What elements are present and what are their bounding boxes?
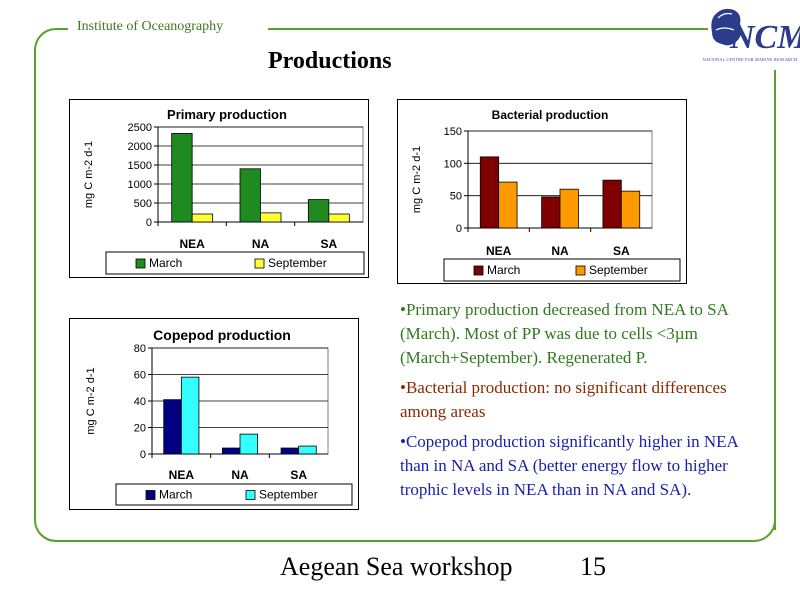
y-tick-label: 1500 — [128, 160, 152, 172]
y-tick-label: 1000 — [128, 179, 152, 191]
y-tick-label: 0 — [146, 217, 152, 229]
logo-text: NCMR — [729, 19, 800, 56]
y-tick-label: 150 — [444, 126, 462, 138]
legend-box — [443, 258, 681, 282]
bar-september-sa — [620, 190, 641, 229]
y-tick-label: 2500 — [128, 122, 152, 134]
y-axis-label: mg C m-2 d-1 — [411, 146, 423, 213]
logo-subtext: NATIONAL CENTRE FOR MARINE RESEARCH — [702, 57, 798, 62]
y-tick-label: 2000 — [128, 141, 152, 153]
category-label: NA — [551, 244, 569, 258]
legend-label-march: March — [159, 488, 192, 502]
frame-line-right — [774, 70, 776, 530]
y-tick-label: 50 — [450, 191, 462, 203]
legend-box — [105, 251, 365, 275]
chart-title: Primary production — [167, 107, 287, 122]
page-title: Productions — [268, 48, 392, 74]
bar-september-na — [559, 188, 579, 229]
legend-label-march: March — [487, 263, 520, 277]
bullet-bacterial-production: •Bacterial production: no significant di… — [400, 378, 727, 421]
bar-march-sa — [602, 179, 622, 229]
frame-line-left — [34, 60, 36, 520]
category-label: SA — [320, 237, 337, 251]
legend-label-september: September — [268, 256, 327, 270]
y-tick-label: 0 — [140, 449, 146, 461]
legend-label-september: September — [259, 488, 318, 502]
legend-swatch-september — [575, 265, 586, 276]
bar-march-nea — [163, 399, 182, 455]
legend-swatch-march — [145, 490, 156, 500]
legend-label-september: September — [589, 263, 648, 277]
y-axis-label: mg C m-2 d-1 — [83, 141, 95, 208]
bar-september-sa — [298, 445, 317, 455]
y-tick-label: 60 — [134, 370, 146, 382]
y-tick-label: 100 — [444, 158, 462, 170]
y-tick-label: 0 — [456, 223, 462, 235]
primary-production-chart: Primary production 0 500 1000 1500 2000 2500 mg… — [69, 99, 369, 278]
bar-september-na — [260, 212, 282, 223]
category-label: SA — [290, 468, 307, 482]
y-tick-label: 80 — [134, 343, 146, 355]
legend-swatch-september — [245, 490, 256, 500]
bar-march-na — [239, 168, 261, 223]
category-label: NEA — [179, 237, 205, 251]
bar-march-na — [221, 447, 241, 455]
bar-march-na — [541, 196, 561, 229]
legend-label-march: March — [149, 256, 182, 270]
legend-swatch-march — [473, 265, 484, 276]
footer-title: Aegean Sea workshop — [280, 552, 513, 581]
category-label: NEA — [169, 468, 195, 482]
bar-september-na — [239, 433, 259, 455]
bullet-list: •Primary production decreased from NEA t… — [400, 298, 765, 508]
legend-swatch-march — [135, 258, 146, 269]
y-tick-label: 500 — [134, 198, 152, 210]
chart-title: Copepod production — [153, 327, 291, 343]
frame-corner-bottom-left — [34, 505, 64, 542]
bacterial-production-chart: Bacterial production 0 50 100 150 mg C m-2 d-… — [397, 99, 687, 284]
bullet-copepod-production: •Copepod production significantly higher… — [400, 432, 738, 499]
copepod-production-chart: Copepod production 0 20 40 60 80 mg C m-2 d-1 N… — [69, 318, 359, 510]
y-tick-label: 40 — [134, 396, 146, 408]
bar-september-nea — [498, 181, 518, 229]
frame-line-bottom — [34, 500, 776, 542]
bullet-primary-production: •Primary production decreased from NEA t… — [400, 300, 728, 367]
page-number: 15 — [580, 552, 606, 581]
bar-march-nea — [479, 156, 500, 229]
primary-production-svg: Primary production 0 500 1000 1500 2000 2500 mg… — [83, 107, 365, 275]
bacterial-production-svg: Bacterial production 0 50 100 150 mg C m-2 d-… — [411, 108, 681, 282]
bar-september-sa — [328, 213, 350, 223]
ncmr-logo: NCMR — [711, 8, 800, 56]
y-tick-label: 20 — [134, 423, 146, 435]
copepod-production-svg: Copepod production 0 20 40 60 80 mg C m-2 d-1 N… — [85, 327, 353, 506]
legend-box — [115, 483, 353, 506]
y-axis-label: mg C m-2 d-1 — [85, 367, 97, 434]
frame-line-top — [268, 28, 708, 30]
category-label: NA — [231, 468, 249, 482]
bar-march-sa — [280, 447, 300, 455]
bar-march-sa — [307, 199, 330, 223]
category-label: NA — [252, 237, 270, 251]
bar-september-nea — [180, 376, 200, 455]
frame-corner-top-left — [34, 28, 68, 68]
bar-march-nea — [171, 133, 193, 223]
bar-september-nea — [191, 213, 214, 223]
chart-title: Bacterial production — [492, 108, 609, 122]
category-label: NEA — [486, 244, 512, 258]
legend-swatch-september — [254, 258, 265, 269]
institute-label: Institute of Oceanography — [74, 19, 227, 35]
category-label: SA — [613, 244, 630, 258]
